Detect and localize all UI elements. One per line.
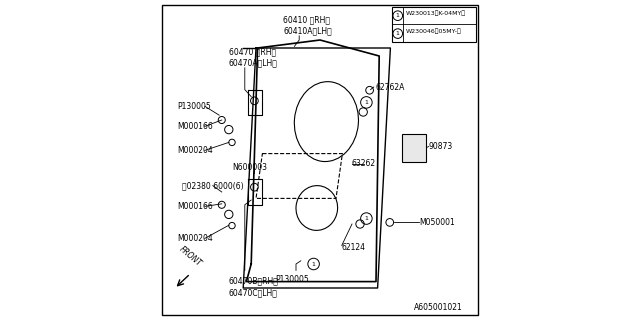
- Text: FRONT: FRONT: [177, 244, 204, 268]
- Text: A605001021: A605001021: [414, 303, 463, 312]
- Text: 62124: 62124: [342, 244, 366, 252]
- Text: M000204: M000204: [178, 234, 213, 243]
- Text: W230046〈05MY-〉: W230046〈05MY-〉: [406, 28, 461, 34]
- Text: M050001: M050001: [419, 218, 455, 227]
- Text: 1: 1: [396, 13, 400, 18]
- Text: 1: 1: [364, 100, 369, 105]
- Text: M000204: M000204: [178, 146, 213, 155]
- Text: 1: 1: [396, 31, 400, 36]
- Text: 63262: 63262: [352, 159, 376, 168]
- Text: ⓝ02380 6000(6): ⓝ02380 6000(6): [182, 181, 243, 190]
- Text: W230013〈K-04MY〉: W230013〈K-04MY〉: [406, 11, 466, 16]
- Text: 60410 〈RH〉
60410A〈LH〉: 60410 〈RH〉 60410A〈LH〉: [283, 15, 332, 35]
- FancyBboxPatch shape: [392, 7, 476, 42]
- Text: N600003: N600003: [232, 163, 267, 172]
- Text: 62762A: 62762A: [375, 83, 404, 92]
- Text: 1: 1: [364, 216, 369, 221]
- Text: P130005: P130005: [275, 275, 309, 284]
- Text: 1: 1: [312, 261, 316, 267]
- Text: 90873: 90873: [429, 142, 453, 151]
- Text: P130005: P130005: [178, 102, 211, 111]
- Text: 60470B〈RH〉
60470C〈LH〉: 60470B〈RH〉 60470C〈LH〉: [229, 277, 278, 297]
- FancyBboxPatch shape: [402, 134, 426, 162]
- Text: M000166: M000166: [178, 202, 213, 211]
- Text: M000166: M000166: [178, 122, 213, 131]
- Text: 60470 〈RH〉
60470A〈LH〉: 60470 〈RH〉 60470A〈LH〉: [229, 47, 278, 67]
